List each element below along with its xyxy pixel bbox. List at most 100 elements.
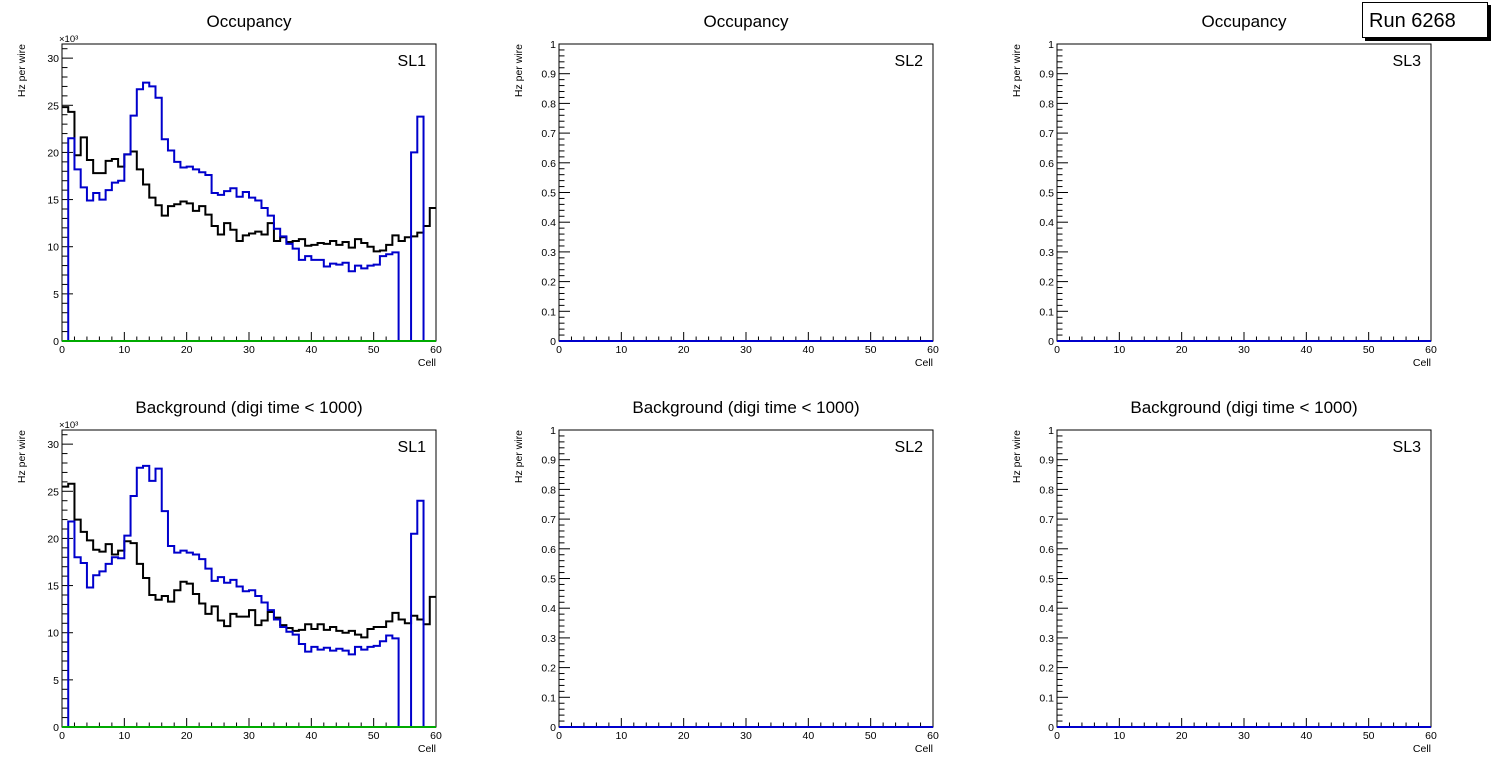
y-tick-label: 0.6: [1039, 544, 1054, 556]
superlayer-label: SL1: [398, 53, 427, 70]
y-axis-exponent: ×10³: [59, 420, 78, 431]
chart-title: Background (digi time < 1000): [135, 398, 362, 417]
x-tick-label: 50: [1363, 344, 1375, 356]
x-tick-label: 60: [927, 344, 939, 356]
x-tick-label: 10: [1113, 344, 1125, 356]
x-tick-label: 50: [1363, 730, 1375, 742]
plot-frame: [1056, 429, 1432, 728]
x-axis-label: Cell: [418, 743, 436, 755]
x-tick-label: 40: [1300, 730, 1312, 742]
x-tick-label: 60: [430, 344, 442, 356]
y-axis-label: Hz per wire: [1011, 44, 1023, 97]
y-axis-exponent: ×10³: [59, 34, 78, 45]
x-tick-label: 20: [181, 730, 193, 742]
superlayer-label: SL3: [1393, 53, 1422, 70]
y-tick-label: 0.1: [1039, 306, 1054, 318]
y-tick-label: 1: [1048, 425, 1054, 437]
y-tick-label: 0.2: [1039, 277, 1054, 289]
x-tick-label: 40: [1300, 344, 1312, 356]
plot-frame: [558, 429, 934, 728]
chart-panel-3: Occupancy 0 10 20 30 40 50 60 0 0.1 0.2 0.3 0.4 0.5 0.…: [1011, 12, 1437, 369]
y-axis-label: Hz per wire: [513, 44, 525, 97]
y-tick-label: 20: [47, 147, 59, 159]
x-axis-label: Cell: [1413, 357, 1431, 369]
y-tick-label: 10: [47, 628, 59, 640]
plot-frame: [558, 43, 934, 342]
y-tick-label: 0.9: [1039, 455, 1054, 467]
x-tick-label: 60: [927, 730, 939, 742]
x-tick-label: 50: [865, 344, 877, 356]
y-tick-label: 0.4: [1039, 217, 1054, 229]
x-tick-label: 50: [368, 344, 380, 356]
y-tick-label: 0.8: [541, 98, 556, 110]
x-tick-label: 40: [305, 730, 317, 742]
x-tick-label: 20: [1176, 730, 1188, 742]
superlayer-label: SL2: [895, 53, 924, 70]
y-tick-label: 0.3: [1039, 633, 1054, 645]
superlayer-label: SL2: [895, 439, 924, 456]
x-axis-label: Cell: [915, 743, 933, 755]
y-tick-label: 30: [47, 439, 59, 451]
x-tick-label: 10: [118, 730, 130, 742]
y-tick-label: 15: [47, 195, 59, 207]
y-tick-label: 0.7: [541, 128, 556, 140]
y-tick-label: 0.7: [541, 514, 556, 526]
y-tick-label: 0.2: [541, 663, 556, 675]
y-tick-label: 30: [47, 53, 59, 65]
y-tick-label: 0.2: [541, 277, 556, 289]
x-axis-label: Cell: [1413, 743, 1431, 755]
chart-title: Occupancy: [206, 12, 292, 31]
y-axis-label: Hz per wire: [513, 430, 525, 483]
y-tick-label: 0.3: [541, 247, 556, 259]
x-tick-label: 40: [802, 730, 814, 742]
superlayer-label: SL1: [398, 439, 427, 456]
x-tick-label: 60: [1425, 344, 1437, 356]
y-tick-label: 0.9: [541, 69, 556, 81]
x-tick-label: 0: [1054, 730, 1060, 742]
y-tick-label: 0: [550, 336, 556, 348]
x-tick-label: 50: [865, 730, 877, 742]
chart-panel-6: Background (digi time < 1000)0 10 20 30 40 50…: [1011, 398, 1437, 755]
y-tick-label: 0.7: [1039, 128, 1054, 140]
x-tick-label: 0: [556, 730, 562, 742]
y-tick-label: 0: [53, 336, 59, 348]
y-tick-label: 0.6: [541, 544, 556, 556]
y-tick-label: 0.5: [541, 188, 556, 200]
y-tick-label: 10: [47, 242, 59, 254]
y-tick-label: 0.8: [541, 484, 556, 496]
x-tick-label: 20: [678, 730, 690, 742]
y-axis-label: Hz per wire: [1011, 430, 1023, 483]
series-black-line: [62, 482, 436, 639]
x-tick-label: 10: [118, 344, 130, 356]
y-tick-label: 0.8: [1039, 98, 1054, 110]
y-tick-label: 0: [1048, 722, 1054, 734]
x-tick-label: 40: [802, 344, 814, 356]
y-tick-label: 0.5: [1039, 188, 1054, 200]
superlayer-label: SL3: [1393, 439, 1422, 456]
chart-panel-5: Background (digi time < 1000)0 10 20 30 40 50…: [513, 398, 939, 755]
y-tick-label: 5: [53, 675, 59, 687]
y-tick-label: 25: [47, 486, 59, 498]
x-tick-label: 30: [1238, 344, 1250, 356]
y-tick-label: 0.6: [541, 158, 556, 170]
x-tick-label: 30: [740, 344, 752, 356]
chart-title: Occupancy: [1201, 12, 1287, 31]
y-tick-label: 0: [1048, 336, 1054, 348]
y-tick-label: 0.5: [1039, 574, 1054, 586]
series-blue-line: [62, 464, 430, 728]
x-tick-label: 10: [615, 730, 627, 742]
x-tick-label: 30: [243, 344, 255, 356]
x-tick-label: 40: [305, 344, 317, 356]
y-tick-label: 0.8: [1039, 484, 1054, 496]
chart-title: Background (digi time < 1000): [632, 398, 859, 417]
y-tick-label: 1: [550, 39, 556, 51]
y-tick-label: 0.5: [541, 574, 556, 586]
y-tick-label: 0.4: [541, 217, 556, 229]
y-tick-label: 0.4: [541, 603, 556, 615]
x-tick-label: 10: [1113, 730, 1125, 742]
x-tick-label: 60: [430, 730, 442, 742]
y-tick-label: 0.9: [1039, 69, 1054, 81]
x-tick-label: 20: [1176, 344, 1188, 356]
x-tick-label: 50: [368, 730, 380, 742]
y-axis-label: Hz per wire: [16, 44, 28, 97]
